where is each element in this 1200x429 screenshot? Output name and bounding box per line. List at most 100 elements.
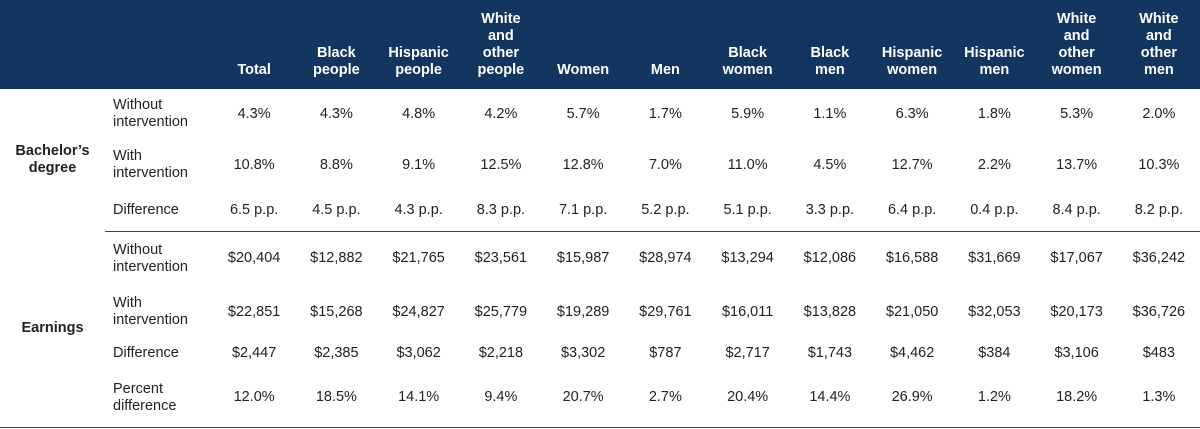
header-cell-black-people: Black people <box>295 0 378 89</box>
table-cell: 8.2 p.p. <box>1117 191 1200 232</box>
table-cell: 14.4% <box>788 369 871 428</box>
table-cell: $32,053 <box>968 303 1021 320</box>
table-cell: $31,669 <box>968 250 1021 267</box>
table-cell: 8.4 p.p. <box>1035 191 1118 232</box>
table-cell: $2,218 <box>478 345 524 361</box>
table-cell: $13,828 <box>803 303 857 320</box>
table-cell: 6.4 p.p. <box>871 191 954 232</box>
table-row: Bachelor’s degree Without intervention 4.3… <box>0 89 1200 176</box>
table-cell: 12.5% <box>480 156 522 173</box>
table-cell: $483 <box>1142 345 1175 361</box>
header-cell-black-women: Black women <box>706 0 789 89</box>
table-cell: $20,173 <box>1050 303 1103 320</box>
table-cell: 0.4 p.p. <box>953 191 1036 232</box>
table-cell: 9.4% <box>459 369 542 428</box>
table-cell: 10.8% <box>233 156 275 173</box>
table-cell: $384 <box>978 345 1011 361</box>
table-cell: $36,726 <box>1132 303 1186 320</box>
header-cell-hispanic-men: Hispanic men <box>953 0 1036 89</box>
table-cell: $21,765 <box>392 250 445 267</box>
table-cell: 12.0% <box>213 369 296 428</box>
row-label: Percent difference <box>105 369 213 428</box>
table-cell: 6.5 p.p. <box>213 191 296 232</box>
table-cell: $4,462 <box>889 345 935 361</box>
table-cell: 20.4% <box>706 369 789 428</box>
table-cell: 4.3% <box>319 105 353 122</box>
table-cell: $2,717 <box>725 345 770 361</box>
table-cell: 3.3 p.p. <box>788 191 871 232</box>
table-cell: $36,242 <box>1132 250 1186 267</box>
table-cell: $29,761 <box>639 303 692 320</box>
table-body: Bachelor’s degree Without intervention 4.3… <box>0 89 1200 428</box>
group-label-bachelors: Bachelor’s degree <box>15 143 90 176</box>
table-cell: $15,268 <box>310 303 363 320</box>
table-cell: 6.3% <box>895 105 929 122</box>
table-cell: 1.7% <box>648 105 682 122</box>
table-row: With intervention 10.8% 8.8% 9.1% 12.5% 1… <box>0 139 1200 191</box>
table-cell: $23,561 <box>474 250 528 267</box>
row-label: Difference <box>113 345 179 361</box>
table-cell: $15,987 <box>556 250 610 267</box>
table-cell: $13,294 <box>721 250 774 267</box>
header-cell-white-other-women: White and other women <box>1035 0 1118 89</box>
header-row: Total Black people Hispanic people White an… <box>0 0 1200 89</box>
table-cell: $19,289 <box>556 303 610 320</box>
table-cell: $25,779 <box>474 303 528 320</box>
table-cell: 11.0% <box>727 156 768 173</box>
table-cell: $16,011 <box>721 303 774 320</box>
table-cell: $28,974 <box>639 250 692 267</box>
row-label: Without intervention <box>113 97 188 130</box>
table-cell: $12,086 <box>803 250 857 267</box>
table-cell: $3,106 <box>1054 345 1099 361</box>
header-cell-men: Men <box>624 0 707 89</box>
table-cell: 14.1% <box>377 369 460 428</box>
header-cell-group <box>0 0 105 89</box>
table-cell: $16,588 <box>885 250 939 267</box>
table-cell: 5.2 p.p. <box>624 191 707 232</box>
table-cell: 4.5% <box>813 156 847 173</box>
header-cell-label <box>105 0 213 89</box>
table-cell: 5.3% <box>1060 105 1094 122</box>
row-label: Difference <box>105 191 213 232</box>
table-cell: 18.5% <box>295 369 378 428</box>
table-cell: $20,404 <box>227 250 281 267</box>
table-cell: 8.3 p.p. <box>459 191 542 232</box>
table-cell: 10.3% <box>1138 156 1180 173</box>
table-cell: 8.8% <box>319 156 353 173</box>
table-cell: 4.8% <box>402 105 436 122</box>
table-cell: 1.8% <box>977 105 1011 122</box>
table-row: Percent difference 12.0% 18.5% 14.1% 9.4%… <box>0 369 1200 428</box>
header-cell-white-other-people: White and other people <box>459 0 542 89</box>
table-cell: 7.0% <box>648 156 682 173</box>
group-label-earnings: Earnings <box>0 231 105 428</box>
table-cell: 4.3% <box>237 105 271 122</box>
table-cell: 12.8% <box>562 156 604 173</box>
table-cell: 7.1 p.p. <box>542 191 625 232</box>
table-cell: 5.9% <box>731 105 765 122</box>
table-cell: 9.1% <box>402 156 436 173</box>
table-row: Earnings Without intervention $20,404 $12… <box>0 231 1200 428</box>
table-row: Difference 6.5 p.p. 4.5 p.p. 4.3 p.p. 8.… <box>0 191 1200 232</box>
table-cell: 13.7% <box>1056 156 1098 173</box>
row-label: With intervention <box>113 148 188 181</box>
row-label: Without intervention <box>113 241 188 275</box>
table-cell: 2.0% <box>1142 105 1176 122</box>
table-cell: $3,302 <box>560 345 606 361</box>
table-header: Total Black people Hispanic people White an… <box>0 0 1200 89</box>
table-cell: $17,067 <box>1050 250 1103 267</box>
table-cell: $2,447 <box>231 345 277 361</box>
header-cell-black-men: Black men <box>788 0 871 89</box>
header-cell-women: Women <box>542 0 625 89</box>
table-cell: 26.9% <box>871 369 954 428</box>
table-cell: $12,882 <box>310 250 363 267</box>
header-cell-white-other-men: White and other men <box>1117 0 1200 89</box>
table-cell: $22,851 <box>227 303 281 320</box>
table-cell: 2.7% <box>624 369 707 428</box>
table-row: Difference $2,447 $2,385 $3,062 $2,218 $… <box>0 338 1200 369</box>
table-cell: $21,050 <box>885 303 939 320</box>
table-cell: 2.2% <box>977 156 1011 173</box>
table-cell: 20.7% <box>542 369 625 428</box>
header-cell-hispanic-people: Hispanic people <box>377 0 460 89</box>
table-cell: 1.3% <box>1117 369 1200 428</box>
